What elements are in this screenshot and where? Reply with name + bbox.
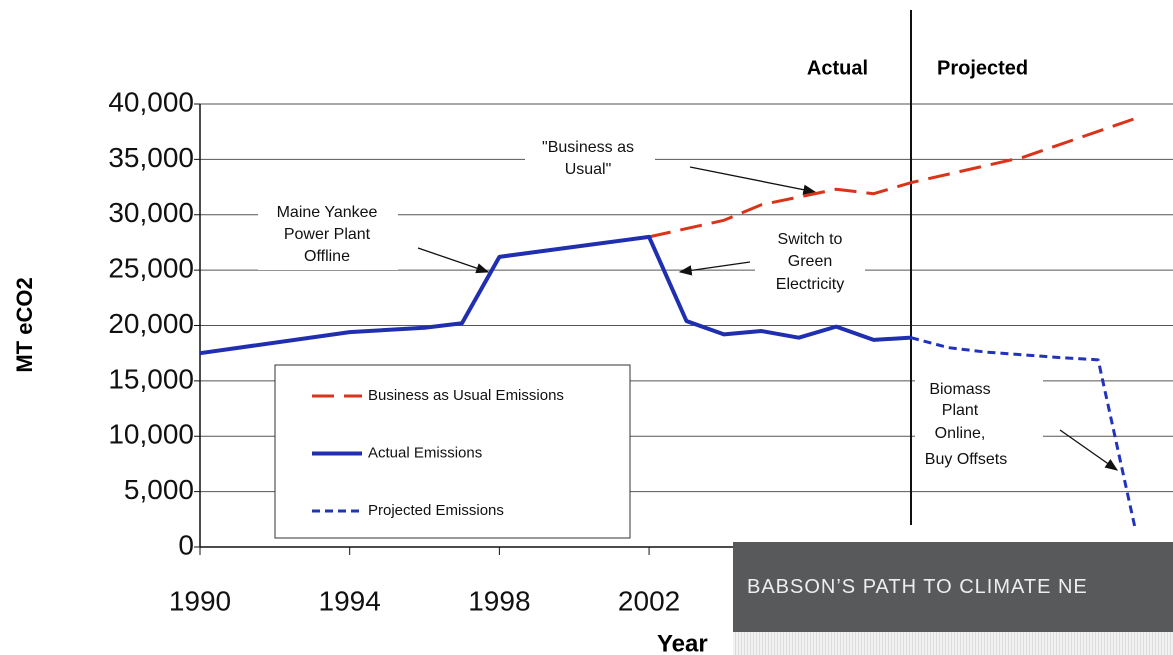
x-axis-label: Year: [657, 630, 708, 655]
annotation: Green: [788, 253, 832, 270]
annotation: Biomass: [929, 381, 990, 398]
y-tick-label: 15,000: [108, 363, 194, 394]
annotation: Offline: [304, 248, 350, 265]
y-axis-label: MT eCO2: [12, 277, 37, 372]
legend-label: Actual Emissions: [368, 444, 482, 461]
annotation: Online,: [935, 425, 986, 442]
y-tick-label: 5,000: [124, 474, 194, 505]
y-tick-label: 30,000: [108, 197, 194, 228]
series-line: [910, 336, 1138, 531]
annotation: Maine Yankee: [277, 204, 378, 221]
overlay-title: BABSON’S PATH TO CLIMATE NE: [733, 542, 1173, 632]
y-tick-label: 20,000: [108, 308, 194, 339]
annotations: "Business as Usual" Maine Yankee Power P…: [258, 136, 1043, 472]
x-tick-label: 2002: [618, 585, 680, 616]
x-tick-label: 1994: [319, 585, 381, 616]
period-label: Projected: [937, 57, 1028, 79]
annotation: Buy Offsets: [925, 451, 1007, 468]
x-tick-label: 1990: [169, 585, 231, 616]
series-line: [199, 234, 912, 356]
annotation: Electricity: [776, 276, 844, 293]
period-label: Actual: [807, 57, 868, 79]
annotation: Switch to: [778, 231, 843, 248]
legend-label: Business as Usual Emissions: [368, 387, 564, 404]
legend-label: Projected Emissions: [368, 502, 504, 519]
y-tick-label: 35,000: [108, 142, 194, 173]
slide-overlay: BABSON’S PATH TO CLIMATE NE: [733, 542, 1173, 655]
annotation: Usual": [565, 161, 612, 178]
annotation: Power Plant: [284, 226, 371, 243]
y-tick-label: 10,000: [108, 419, 194, 450]
overlay-body: [733, 632, 1173, 655]
y-tick-label: 0: [178, 529, 194, 560]
y-tick-label: 25,000: [108, 253, 194, 284]
series-line: [648, 116, 1137, 239]
annotation: Plant: [942, 402, 979, 419]
y-tick-label: 40,000: [108, 86, 194, 117]
arrows: [417, 166, 1119, 471]
annotation: "Business as: [542, 139, 634, 156]
x-tick-label: 1998: [468, 585, 530, 616]
